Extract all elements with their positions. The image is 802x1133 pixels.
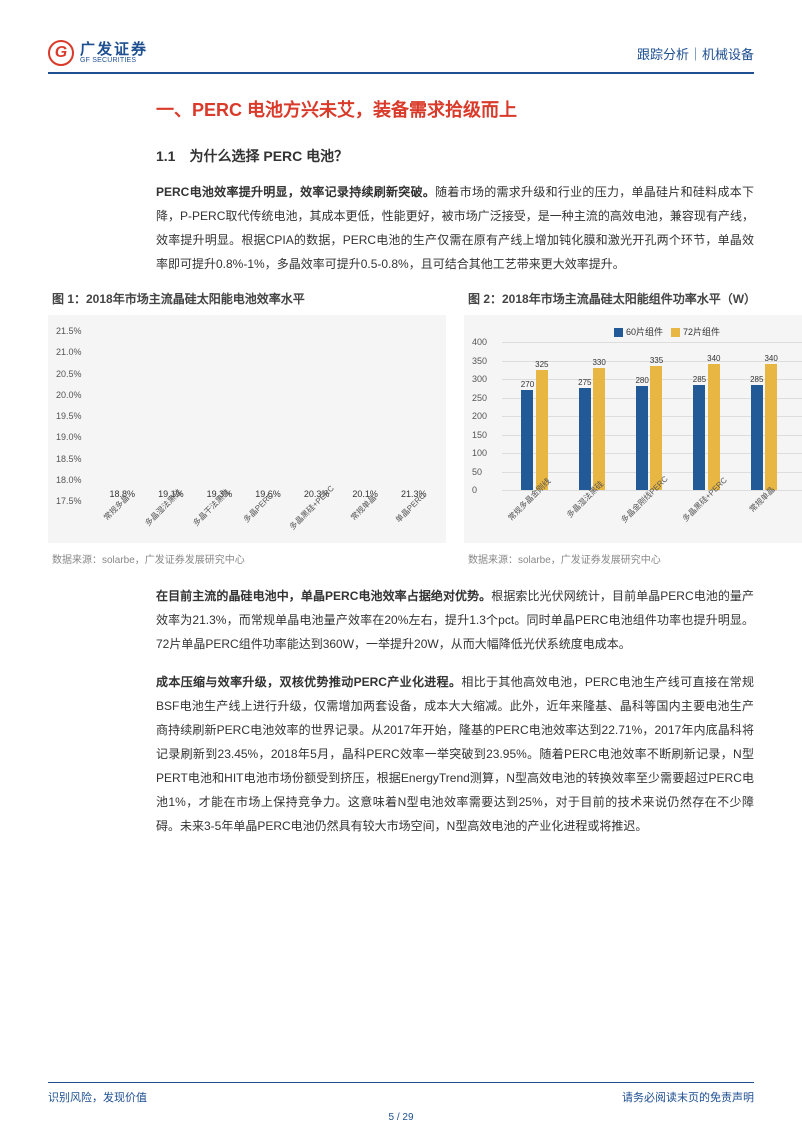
page-header: G 广发证券 GF SECURITIES 跟踪分析｜机械设备 <box>48 40 754 74</box>
paragraph-2: 在目前主流的晶硅电池中，单晶PERC电池效率占据绝对优势。根据索比光伏网统计，目… <box>156 584 754 656</box>
para2-lead: 在目前主流的晶硅电池中，单晶PERC电池效率占据绝对优势。 <box>156 589 491 603</box>
logo-cn: 广发证券 <box>80 42 148 57</box>
para1-lead: PERC电池效率提升明显，效率记录持续刷新突破。 <box>156 185 435 199</box>
chart-2-source: 数据来源：solarbe，广发证券发展研究中心 <box>464 551 802 566</box>
chart-2: 60片组件72片组件050100150200250300350400270325… <box>464 315 802 543</box>
footer-right: 请务必阅读末页的免责声明 <box>622 1089 754 1105</box>
header-category: 跟踪分析｜机械设备 <box>637 44 754 63</box>
para3-lead: 成本压缩与效率升级，双核优势推动PERC产业化进程。 <box>156 675 461 689</box>
logo-icon: G <box>48 40 74 66</box>
paragraph-3: 成本压缩与效率升级，双核优势推动PERC产业化进程。相比于其他高效电池，PERC… <box>156 670 754 838</box>
chart-2-block: 图 2：2018年市场主流晶硅太阳能组件功率水平（W） 60片组件72片组件05… <box>464 290 802 566</box>
chart-1-title: 图 1：2018年市场主流晶硅太阳能电池效率水平 <box>48 290 446 307</box>
page-number: 5 / 29 <box>0 1112 802 1123</box>
logo-en: GF SECURITIES <box>80 57 148 64</box>
chart-1-block: 图 1：2018年市场主流晶硅太阳能电池效率水平 17.5%18.0%18.5%… <box>48 290 446 566</box>
logo: G 广发证券 GF SECURITIES <box>48 40 148 66</box>
section-heading: 一、PERC 电池方兴未艾，装备需求拾级而上 <box>156 96 754 122</box>
chart-1: 17.5%18.0%18.5%19.0%19.5%20.0%20.5%21.0%… <box>48 315 446 543</box>
chart-1-source: 数据来源：solarbe，广发证券发展研究中心 <box>48 551 446 566</box>
subsection-heading: 1.1 为什么选择 PERC 电池？ <box>156 146 754 166</box>
footer-left: 识别风险，发现价值 <box>48 1089 147 1105</box>
para3-body: 相比于其他高效电池，PERC电池生产线可直接在常规BSF电池生产线上进行升级，仅… <box>156 675 754 833</box>
paragraph-1: PERC电池效率提升明显，效率记录持续刷新突破。随着市场的需求升级和行业的压力，… <box>156 180 754 276</box>
chart-2-title: 图 2：2018年市场主流晶硅太阳能组件功率水平（W） <box>464 290 802 307</box>
page-footer: 识别风险，发现价值 请务必阅读末页的免责声明 <box>48 1082 754 1105</box>
